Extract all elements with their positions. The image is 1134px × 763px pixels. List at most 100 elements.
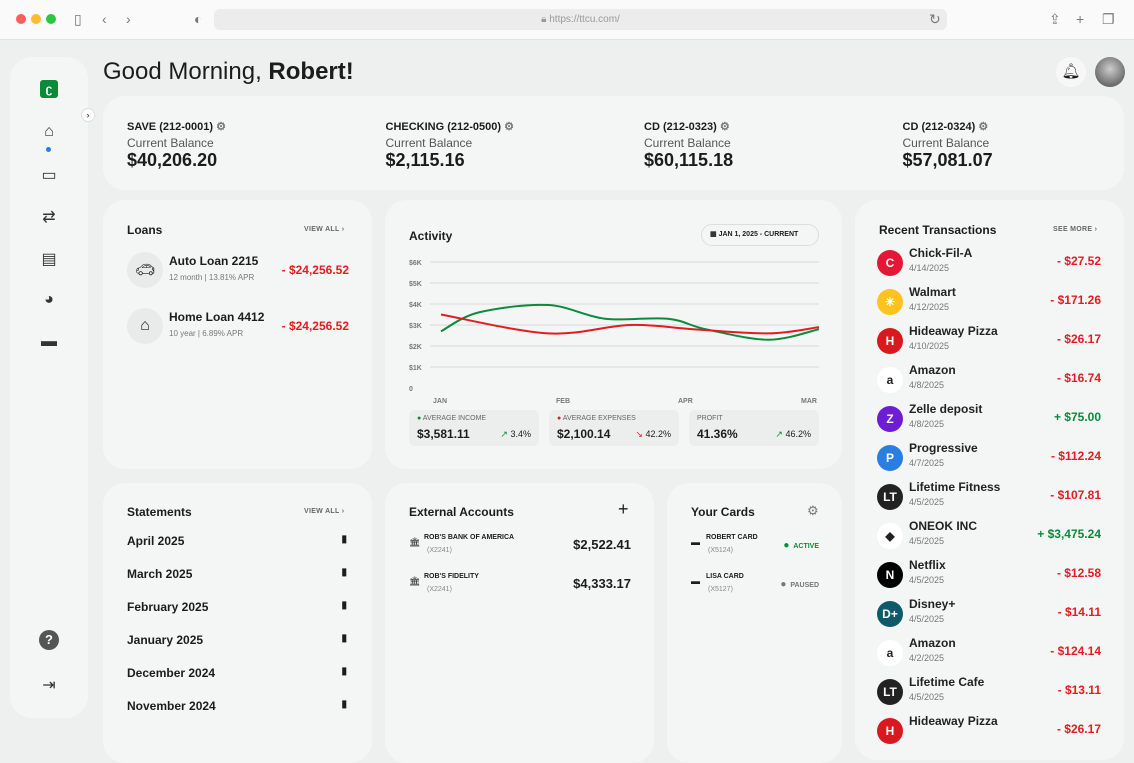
home-icon: ⌂ [127, 308, 163, 344]
statement-row[interactable]: February 2025 ▮ [127, 600, 347, 614]
stat-box: ● AVERAGE EXPENSES $2,100.14 ↘ 42.2% [549, 410, 679, 446]
statement-row[interactable]: December 2024 ▮ [127, 666, 347, 680]
transaction-row[interactable]: Z Zelle deposit 4/8/2025 + $75.00 [877, 402, 1101, 440]
card-row[interactable]: ▬ LISA CARD (X5127) ● PAUSED [691, 573, 819, 593]
minimize-window-button[interactable] [31, 14, 41, 24]
card-status[interactable]: ● PAUSED [780, 579, 819, 590]
legend-dot: ● [417, 415, 422, 422]
close-window-button[interactable] [16, 14, 26, 24]
card-row[interactable]: ▬ ROBERT CARD (X5124) ● ACTIVE [691, 534, 819, 554]
merchant-logo-icon: H [877, 328, 903, 354]
expand-sidebar-button[interactable]: › [81, 108, 95, 122]
trend-up-icon: ↗ [500, 429, 508, 439]
new-tab-icon[interactable]: + [1076, 11, 1085, 27]
account-summary[interactable]: SAVE (212-0001) ⚙ Current Balance $40,206.… [127, 121, 226, 170]
document-icon[interactable]: ▮ [341, 633, 347, 644]
date-range-picker[interactable]: ▦ JAN 1, 2025 - CURRENT [701, 224, 819, 246]
pie-chart-icon[interactable]: ◕ [44, 291, 54, 308]
transaction-row[interactable]: LT Lifetime Fitness 4/5/2025- $107.81 [877, 480, 1101, 518]
transactions-title: Recent Transactions [879, 223, 997, 237]
merchant-logo-icon: ✳ [877, 289, 903, 315]
bank-icon: 🏛︎ [409, 537, 421, 547]
sidebar-toggle-icon[interactable]: ▯ [74, 11, 82, 27]
statement-row[interactable]: March 2025 ▮ [127, 567, 347, 581]
loan-item[interactable]: 🚗︎ Auto Loan 2215 12 month | 13.81% APR - $… [127, 252, 349, 292]
cards-card: Your Cards ⚙ ▬ ROBERT CARD (X5124) ● ACTIVE… [667, 483, 842, 763]
help-icon[interactable]: ? [38, 630, 60, 650]
balance-label: Current Balance [385, 136, 473, 150]
document-icon[interactable]: ▮ [341, 666, 347, 677]
stat-box: PROFIT 41.36% ↗ 46.2% [689, 410, 819, 446]
gear-icon[interactable]: ⚙ [216, 121, 226, 133]
transaction-row[interactable]: a Amazon 4/2/2025- $124.14 [877, 636, 1101, 674]
transaction-row[interactable]: ◆ ONEOK INC 4/5/2025 + $3,475.24 [877, 519, 1101, 557]
see-more-link[interactable]: SEE MORE › [1053, 226, 1098, 233]
document-icon[interactable]: ▮ [341, 600, 347, 611]
document-icon[interactable]: ▮ [341, 699, 347, 710]
gear-icon[interactable]: ⚙ [719, 121, 730, 133]
document-icon[interactable]: ▮ [341, 534, 347, 545]
account-summary[interactable]: CD (212-0323) ⚙ Current Balance $60,115.18 [644, 121, 734, 170]
merchant-logo-icon: a [877, 367, 903, 393]
maximize-window-button[interactable] [46, 14, 56, 24]
balance-label: Current Balance [902, 136, 990, 150]
transaction-row[interactable]: N Netflix 4/5/2025- $12.58 [877, 558, 1101, 596]
series-line-income [440, 303, 820, 341]
loans-view-all[interactable]: VIEW ALL › [304, 226, 345, 233]
reload-icon[interactable]: ↻ [929, 11, 941, 27]
merchant-logo-icon: D+ [877, 601, 903, 627]
ttcu-logo-icon[interactable]: ʗ [40, 80, 58, 98]
gear-icon[interactable]: ⚙ [504, 121, 514, 133]
y-tick-label: $1K [409, 365, 422, 372]
shield-icon[interactable]: ◐ [194, 11, 203, 27]
transaction-row[interactable]: D+ Disney+ 4/5/2025- $14.11 [877, 597, 1101, 635]
transfer-icon[interactable]: ⇄ [42, 209, 56, 226]
transaction-row[interactable]: LT Lifetime Cafe 4/5/2025- $13.11 [877, 675, 1101, 713]
statement-row[interactable]: November 2024 ▮ [127, 699, 347, 713]
statement-row[interactable]: April 2025 ▮ [127, 534, 347, 548]
cards-title: Your Cards [691, 505, 755, 519]
merchant-logo-icon: H [877, 718, 903, 744]
transaction-row[interactable]: ✳ Walmart 4/12/2025- $171.26 [877, 285, 1101, 323]
loan-item[interactable]: ⌂ Home Loan 4412 10 year | 6.89% APR - $24,… [127, 308, 349, 348]
money-icon[interactable]: ▭ [41, 167, 57, 184]
transaction-row[interactable]: a Amazon 4/8/2025- $16.74 [877, 363, 1101, 401]
merchant-logo-icon: C [877, 250, 903, 276]
statement-row[interactable]: January 2025 ▮ [127, 633, 347, 647]
transaction-row[interactable]: H Hideaway Pizza - $26.17 [877, 714, 1101, 752]
statements-view-all[interactable]: VIEW ALL › [304, 508, 345, 515]
gear-icon[interactable]: ⚙ [978, 121, 989, 133]
transaction-row[interactable]: P Progressive 4/7/2025- $112.24 [877, 441, 1101, 479]
card-icon[interactable]: ▤ [41, 251, 57, 268]
external-account-row[interactable]: 🏛︎ ROB'S FIDELITY (X2241) $4,333.17 [409, 573, 631, 593]
merchant-logo-icon: Z [877, 406, 903, 432]
transaction-row[interactable]: H Hideaway Pizza 4/10/2025- $26.17 [877, 324, 1101, 362]
logout-icon[interactable]: ⇥ [42, 677, 56, 694]
home-icon[interactable]: ⌂ [44, 123, 54, 140]
merchant-logo-icon: N [877, 562, 903, 588]
tabs-overview-icon[interactable]: ❐ [1102, 11, 1115, 27]
gear-icon[interactable]: ⚙ [807, 503, 819, 518]
loan-name: Home Loan 4412 [169, 310, 265, 324]
loan-amount: - $24,256.52 [281, 263, 349, 277]
briefcase-icon[interactable]: ▬ [41, 333, 57, 350]
accounts-summary: SAVE (212-0001) ⚙ Current Balance $40,206.… [103, 96, 1124, 190]
sidebar: ʗ ⌂ ▭ ⇄ ▤ ◕ ▬ ? ⇥ › [10, 57, 95, 718]
loan-amount: - $24,256.52 [281, 319, 349, 333]
account-summary[interactable]: CHECKING (212-0500) ⚙ Current Balance $2,1… [385, 121, 514, 170]
transaction-row[interactable]: C Chick-Fil-A 4/14/2025- $27.52 [877, 246, 1101, 284]
bank-icon: 🏛︎ [409, 576, 421, 586]
document-icon[interactable]: ▮ [341, 567, 347, 578]
account-summary[interactable]: CD (212-0324) ⚙ Current Balance $57,081.07 [902, 121, 993, 170]
avatar[interactable] [1095, 57, 1125, 87]
bell-icon[interactable]: 🔔︎ [1056, 57, 1086, 87]
forward-icon[interactable]: › [126, 11, 131, 27]
share-icon[interactable]: ⇪ [1049, 11, 1061, 27]
add-account-button[interactable]: + [618, 499, 629, 519]
back-icon[interactable]: ‹ [102, 11, 107, 27]
credit-card-icon: ▬ [691, 537, 700, 547]
y-tick-label: $4K [409, 302, 422, 309]
address-bar[interactable]: 🔒︎ https://ttcu.com/ [214, 9, 947, 30]
card-status[interactable]: ● ACTIVE [783, 540, 819, 551]
external-account-row[interactable]: 🏛︎ ROB'S BANK OF AMERICA (X2241) $2,522.41 [409, 534, 631, 554]
